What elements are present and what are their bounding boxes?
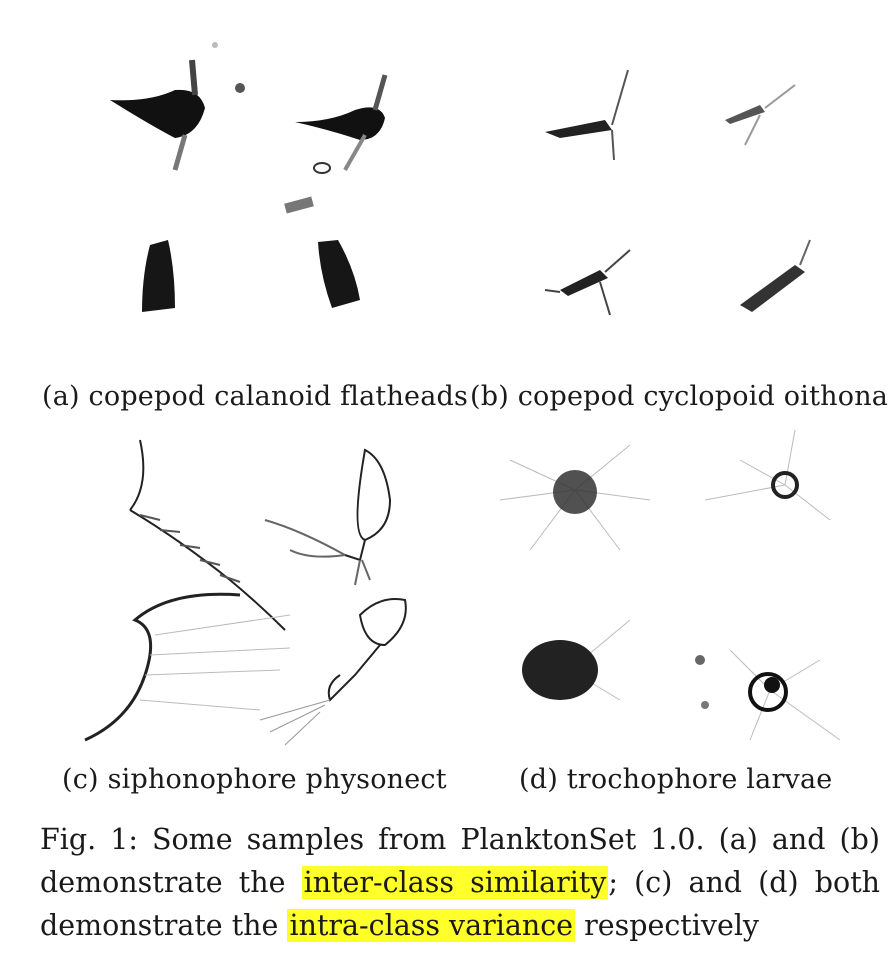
highlight-intra-class-variance: intra-class variance [287, 909, 576, 942]
siphonophore-samples [84, 439, 407, 746]
copepod-cyclopoid-samples [544, 69, 811, 316]
copepod-calanoid-samples [110, 42, 388, 312]
panel-b-image [520, 60, 840, 360]
caption-suffix: respectively [575, 909, 760, 942]
subcaption-c: (c) siphonophore physonect [62, 764, 447, 795]
highlight-inter-class-similarity: inter-class similarity [301, 866, 609, 899]
subcaption-a: (a) copepod calanoid flatheads [42, 381, 469, 412]
trochophore-samples [500, 429, 841, 741]
panel-c-image [60, 420, 440, 750]
panel-d-image [500, 420, 860, 750]
subcaption-b: (b) copepod cyclopoid oithona [470, 381, 889, 412]
figure-caption: Fig. 1: Some samples from PlanktonSet 1.… [40, 818, 880, 947]
caption-prefix: Fig. 1: Some samples from PlanktonSet 1.… [40, 823, 880, 899]
subcaption-d: (d) trochophore larvae [519, 764, 833, 795]
panel-a-image [80, 30, 460, 370]
caption-middle: ; (c) and (d) both demonstrate the [40, 866, 880, 942]
